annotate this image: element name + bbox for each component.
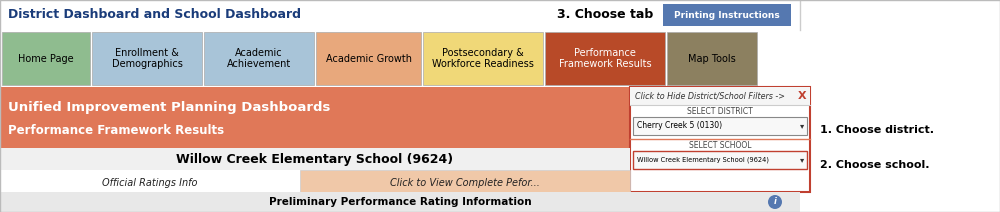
Bar <box>0 0 1000 30</box>
Text: X: X <box>798 91 806 101</box>
Bar <box>0 192 800 212</box>
Bar <box>633 117 807 135</box>
Bar <box>663 4 791 26</box>
Text: Willow Creek Elementary School (9624): Willow Creek Elementary School (9624) <box>637 157 769 163</box>
Text: Home Page: Home Page <box>18 53 74 64</box>
Text: 2. Choose school.: 2. Choose school. <box>820 160 930 170</box>
Circle shape <box>768 195 782 209</box>
Text: Performance
Framework Results: Performance Framework Results <box>559 48 651 69</box>
Text: Map Tools: Map Tools <box>688 53 736 64</box>
Bar <box>204 32 314 85</box>
Bar <box>0 87 650 148</box>
Bar <box>0 170 630 195</box>
Text: Postsecondary &
Workforce Readiness: Postsecondary & Workforce Readiness <box>432 48 534 69</box>
Bar <box>630 87 810 105</box>
Bar <box>633 151 807 169</box>
Text: Official Ratings Info: Official Ratings Info <box>102 177 198 187</box>
Text: Academic
Achievement: Academic Achievement <box>227 48 291 69</box>
Bar <box>2 32 90 85</box>
Text: ▾: ▾ <box>800 121 804 131</box>
Bar <box>92 32 202 85</box>
Bar <box>630 87 810 192</box>
Text: SELECT DISTRICT: SELECT DISTRICT <box>687 106 753 116</box>
Bar <box>545 32 665 85</box>
Text: 3. Choose tab: 3. Choose tab <box>557 8 653 21</box>
Bar <box>316 32 421 85</box>
Text: District Dashboard and School Dashboard: District Dashboard and School Dashboard <box>8 8 301 21</box>
Text: Click to View Complete Pefor...: Click to View Complete Pefor... <box>390 177 540 187</box>
Bar <box>0 148 630 170</box>
Text: Willow Creek Elementary School (9624): Willow Creek Elementary School (9624) <box>176 152 454 166</box>
Bar <box>667 32 757 85</box>
Text: Performance Framework Results: Performance Framework Results <box>8 124 224 138</box>
Bar <box>423 32 543 85</box>
Text: SELECT SCHOOL: SELECT SCHOOL <box>689 141 751 149</box>
Text: Click to Hide District/School Filters ->: Click to Hide District/School Filters -> <box>635 92 785 100</box>
Text: Unified Improvement Planning Dashboards: Unified Improvement Planning Dashboards <box>8 100 330 113</box>
Text: Printing Instructions: Printing Instructions <box>674 11 780 20</box>
Bar <box>300 170 630 195</box>
Text: Preliminary Performance Rating Information: Preliminary Performance Rating Informati… <box>269 197 531 207</box>
Text: i: i <box>774 198 776 206</box>
Text: Cherry Creek 5 (0130): Cherry Creek 5 (0130) <box>637 121 722 131</box>
Text: Enrollment &
Demographics: Enrollment & Demographics <box>112 48 182 69</box>
Text: ▾: ▾ <box>800 155 804 165</box>
Text: 1. Choose district.: 1. Choose district. <box>820 125 934 135</box>
Text: Academic Growth: Academic Growth <box>326 53 412 64</box>
